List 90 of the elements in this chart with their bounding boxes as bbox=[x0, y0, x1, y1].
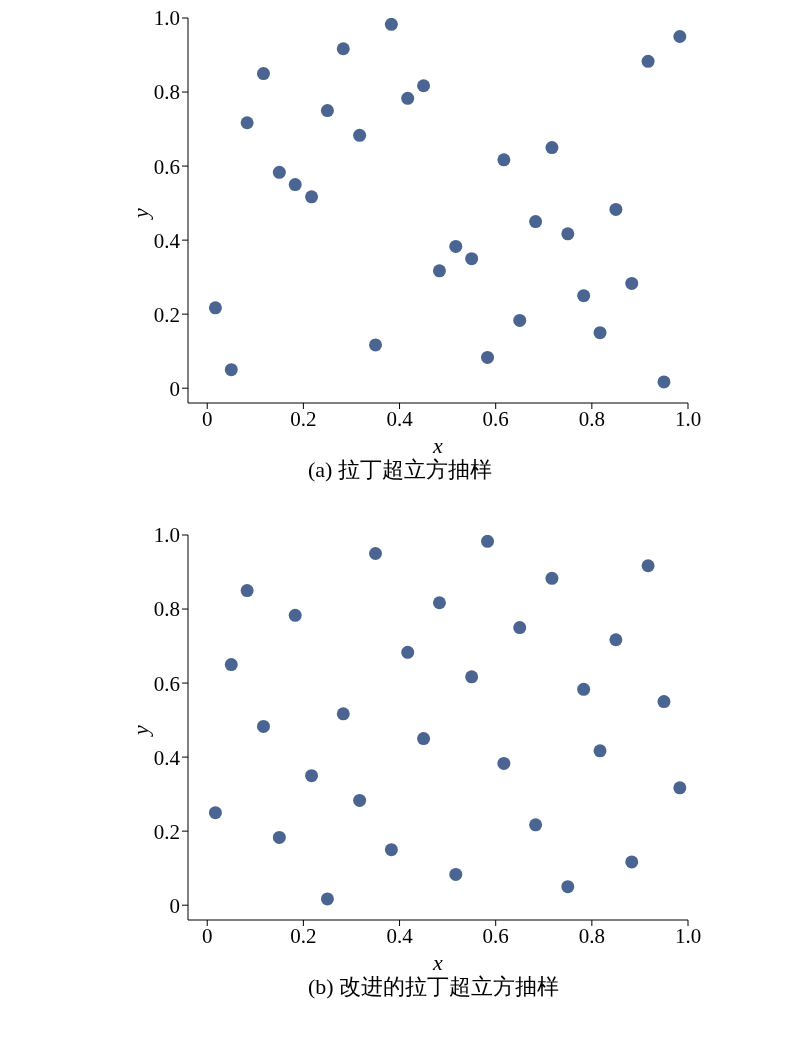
y-tick-label: 1.0 bbox=[153, 523, 180, 548]
point bbox=[224, 658, 238, 672]
x-tick-label: 0.4 bbox=[386, 406, 414, 431]
point bbox=[545, 571, 559, 585]
point bbox=[417, 79, 431, 93]
point bbox=[657, 695, 671, 709]
y-tick-label: 0.8 bbox=[153, 597, 180, 622]
x-tick-label: 0.6 bbox=[482, 923, 509, 948]
point bbox=[545, 141, 559, 155]
point bbox=[577, 289, 591, 303]
point bbox=[384, 18, 398, 31]
point bbox=[529, 215, 543, 229]
point bbox=[432, 264, 446, 278]
point bbox=[208, 301, 222, 315]
point bbox=[657, 375, 671, 389]
point bbox=[288, 608, 302, 622]
point bbox=[305, 190, 319, 204]
y-axis-title: y bbox=[127, 724, 153, 737]
point bbox=[593, 326, 607, 340]
point bbox=[465, 670, 479, 684]
point bbox=[609, 633, 623, 647]
point bbox=[513, 313, 527, 327]
point bbox=[513, 621, 527, 635]
x-tick-label: 1.0 bbox=[674, 406, 702, 431]
point bbox=[240, 584, 254, 598]
point bbox=[336, 42, 350, 56]
point bbox=[625, 855, 639, 869]
point bbox=[305, 769, 319, 783]
point bbox=[401, 645, 415, 659]
y-tick-label: 0 bbox=[169, 893, 180, 918]
point bbox=[369, 547, 382, 561]
point bbox=[673, 781, 687, 795]
point bbox=[256, 719, 270, 733]
point bbox=[497, 153, 511, 167]
point bbox=[449, 867, 463, 881]
y-tick-label: 1.0 bbox=[153, 6, 180, 31]
point bbox=[641, 54, 655, 68]
point bbox=[272, 830, 286, 844]
point bbox=[593, 744, 607, 758]
point bbox=[497, 756, 511, 770]
point bbox=[369, 338, 382, 352]
y-tick-label: 0.6 bbox=[153, 154, 180, 179]
point bbox=[336, 707, 350, 721]
point bbox=[272, 165, 286, 179]
text: (a) 拉丁超立方抽样 bbox=[308, 456, 493, 484]
y-tick-label: 0.8 bbox=[153, 80, 180, 105]
x-tick-label: 0 bbox=[201, 406, 213, 431]
x-tick-label: 0.2 bbox=[290, 406, 317, 431]
point bbox=[577, 682, 591, 696]
point bbox=[224, 363, 238, 377]
point bbox=[561, 880, 575, 894]
text: (b) 改进的拉丁超立方抽样 bbox=[308, 973, 561, 1001]
point bbox=[465, 252, 479, 266]
y-tick-label: 0.6 bbox=[153, 671, 180, 696]
point bbox=[529, 818, 543, 832]
point bbox=[353, 793, 367, 807]
point bbox=[208, 806, 222, 820]
point bbox=[481, 535, 495, 548]
x-axis-title: x bbox=[432, 950, 444, 975]
y-tick-label: 0.2 bbox=[153, 819, 180, 844]
y-tick-label: 0.4 bbox=[153, 228, 181, 253]
point bbox=[609, 202, 623, 216]
point bbox=[320, 892, 334, 906]
point bbox=[384, 843, 398, 857]
x-tick-label: 0.2 bbox=[290, 923, 317, 948]
y-tick-label: 0.4 bbox=[153, 745, 181, 770]
point bbox=[432, 596, 446, 610]
point bbox=[256, 67, 270, 81]
point bbox=[401, 91, 415, 105]
x-axis-title: x bbox=[432, 433, 444, 458]
point bbox=[320, 104, 334, 118]
point bbox=[625, 276, 639, 290]
x-tick-label: 1.0 bbox=[674, 923, 702, 948]
y-tick-label: 0.2 bbox=[153, 302, 180, 327]
point bbox=[353, 128, 367, 142]
x-tick-label: 0.8 bbox=[578, 923, 605, 948]
point bbox=[288, 178, 302, 192]
point bbox=[240, 116, 254, 130]
x-tick-label: 0 bbox=[201, 923, 213, 948]
y-axis-title: y bbox=[127, 207, 153, 220]
x-tick-label: 0.4 bbox=[386, 923, 414, 948]
point bbox=[561, 227, 575, 241]
point bbox=[641, 559, 655, 573]
y-tick-label: 0 bbox=[169, 376, 180, 401]
point bbox=[417, 732, 431, 746]
x-tick-label: 0.6 bbox=[482, 406, 509, 431]
point bbox=[481, 350, 495, 364]
point bbox=[449, 239, 463, 253]
point bbox=[673, 30, 687, 44]
x-tick-label: 0.8 bbox=[578, 406, 605, 431]
